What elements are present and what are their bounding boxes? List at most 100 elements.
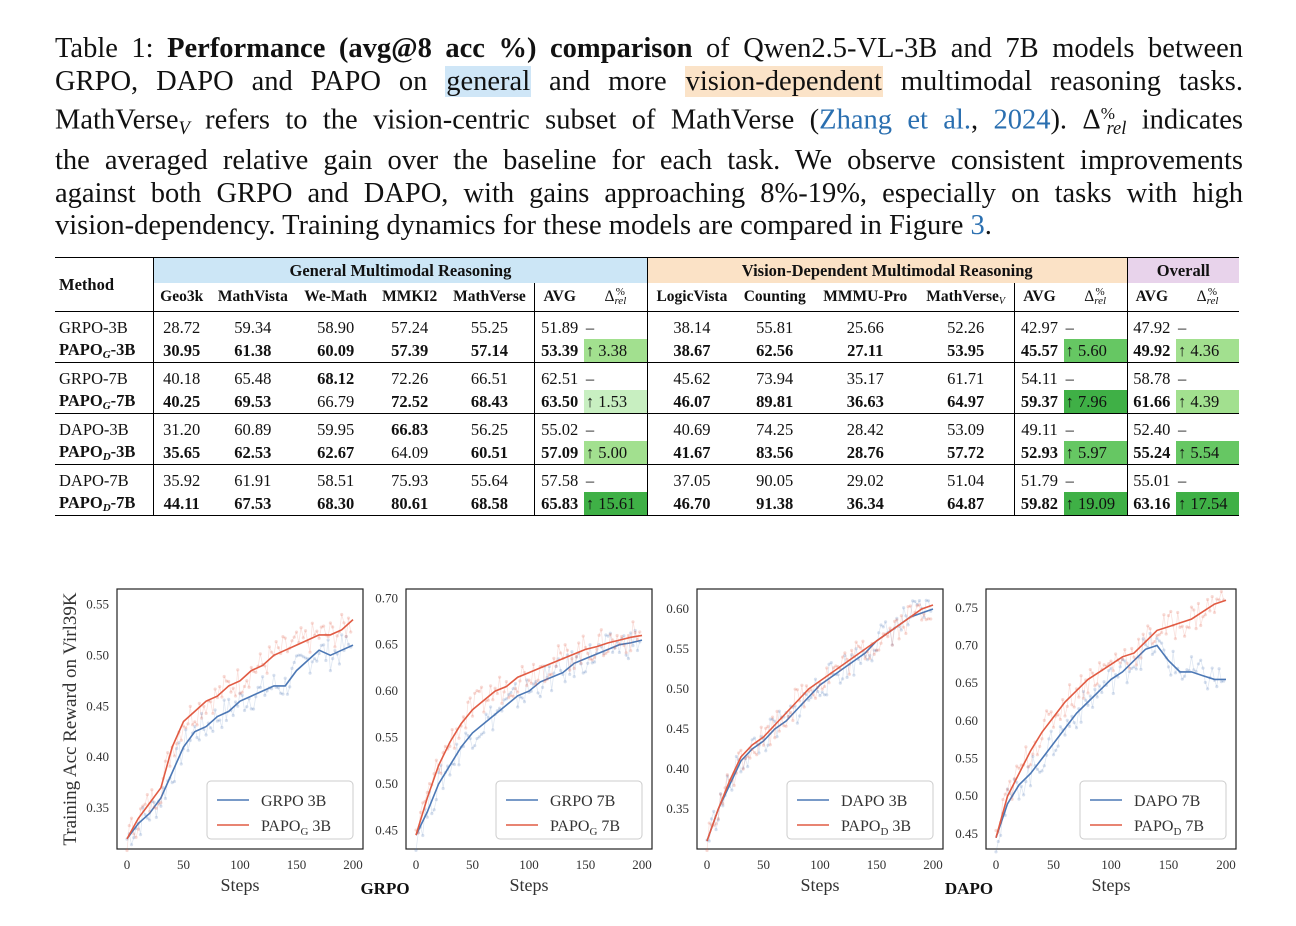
raw-sample-point [240,693,244,697]
raw-sample-point [852,673,856,677]
raw-sample-point [534,680,538,684]
raw-sample-point [1164,632,1168,636]
value-cell: 60.09 [296,339,375,363]
raw-sample-point [850,648,854,653]
y-tick-label: 0.40 [86,749,109,764]
raw-sample-point [493,686,497,690]
raw-sample-point [1148,627,1152,631]
raw-sample-point [820,690,824,694]
raw-sample-point [854,640,858,644]
raw-sample-point [714,827,718,832]
raw-sample-point [1026,765,1030,769]
raw-sample-point [136,827,140,831]
raw-sample-point [470,746,475,750]
raw-sample-point [184,728,188,732]
raw-sample-point [994,850,998,854]
caption-line: the averaged relative gain over the base… [55,145,1243,178]
column-header: Geo3k [153,283,210,312]
raw-sample-point [498,675,502,679]
raw-sample-point [836,673,840,677]
raw-sample-point [870,659,874,663]
raw-sample-point [926,599,931,603]
raw-sample-point [563,643,567,647]
raw-sample-point [209,700,213,704]
raw-sample-point [211,711,215,716]
raw-sample-point [716,816,720,821]
raw-sample-point [274,639,278,644]
raw-sample-point [184,726,188,730]
citation-link[interactable]: Zhang et al. [819,104,971,136]
raw-sample-point [249,707,253,711]
raw-sample-point [1068,683,1072,687]
raw-sample-point [247,685,251,689]
raw-sample-point [1160,630,1164,635]
raw-sample-point [638,630,642,634]
raw-sample-point [827,681,831,685]
y-tick-label: 0.35 [86,800,109,815]
caption-text: MathVerse [55,104,179,136]
raw-sample-point [452,746,457,750]
subscript: V [178,117,190,139]
raw-sample-point [1176,610,1180,615]
raw-sample-point [1157,639,1161,643]
raw-sample-point [622,634,626,638]
raw-sample-point [902,625,906,629]
raw-sample-point [554,664,558,668]
raw-sample-point [279,691,283,695]
citation-link[interactable]: 2024 [993,104,1051,136]
raw-sample-point [294,654,299,658]
value-cell: 38.14 [646,311,736,339]
raw-sample-point [138,833,143,837]
raw-sample-point [1065,718,1069,722]
column-header: LogicVista [646,283,736,312]
raw-sample-point [511,687,515,691]
raw-sample-point [179,738,183,742]
y-tick-label: 0.70 [375,590,398,605]
value-cell: 64.97 [916,390,1015,414]
value-cell: 66.83 [391,419,429,439]
raw-sample-point [1139,667,1143,671]
raw-sample-point [1206,687,1210,691]
raw-sample-point [757,743,761,747]
raw-sample-point [1017,797,1021,801]
citation-link[interactable]: 3 [970,210,985,242]
raw-sample-point [522,700,527,704]
raw-sample-point [285,692,290,696]
raw-sample-point [475,736,479,741]
raw-sample-point [1010,797,1014,801]
caption-text: Δ [1082,104,1101,136]
value-cell: 47.92 [1126,311,1177,339]
raw-sample-point [301,655,305,659]
raw-sample-point [427,782,432,786]
x-tick-label: 50 [1047,857,1060,872]
raw-sample-point [1120,657,1125,662]
raw-sample-point [714,822,718,826]
raw-sample-point [141,806,145,810]
raw-sample-point [547,673,551,677]
raw-sample-point [798,714,802,718]
raw-sample-point [536,678,540,682]
raw-sample-point [172,754,177,758]
raw-sample-point [477,735,481,739]
value-cell: 42.97 [1014,311,1064,339]
x-axis-label: Steps [800,875,839,895]
raw-sample-point [317,636,321,640]
caption-text: against both GRPO and DAPO, with gains a… [55,177,1243,209]
raw-sample-point [1038,744,1042,749]
raw-sample-point [1091,671,1095,675]
raw-sample-point [568,672,572,676]
raw-sample-point [1201,615,1205,619]
raw-sample-point [154,815,158,819]
raw-sample-point [261,675,265,679]
raw-sample-point [254,695,258,699]
raw-sample-point [1178,625,1182,629]
raw-sample-point [725,773,729,777]
raw-sample-point [290,666,294,670]
raw-sample-point [890,643,894,647]
raw-sample-point [592,660,597,664]
group-header: Overall [1126,257,1239,283]
value-cell: 59.82 [1014,492,1064,516]
raw-sample-point [233,694,238,698]
value-cell: 68.43 [444,390,535,414]
y-tick-label: 0.55 [955,751,978,766]
